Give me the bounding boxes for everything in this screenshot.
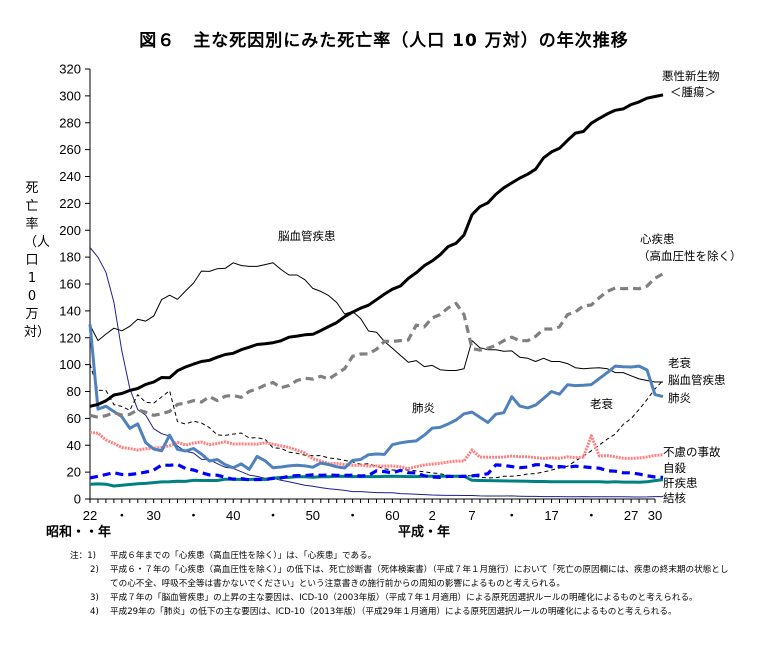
y-tick-label: 20 — [67, 465, 81, 480]
y-tick-label: 200 — [59, 223, 81, 238]
y-tick-label: 120 — [59, 330, 81, 345]
y-tick-label: 40 — [67, 438, 81, 453]
series-label: 肺炎 — [668, 391, 691, 405]
series-label: 老衰 — [668, 356, 691, 370]
x-tick-label: 22 — [83, 508, 97, 523]
y-tick-label: 160 — [59, 277, 81, 292]
series-label: 心疾患 — [640, 232, 675, 246]
x-tick-label: 40 — [226, 508, 240, 523]
x-tick-label: ・ — [115, 508, 128, 523]
y-tick-label: 300 — [59, 88, 81, 103]
series-label: 脳血管疾患 — [668, 373, 726, 387]
series-line — [88, 324, 664, 471]
series-label: （高血圧性を除く） — [638, 249, 742, 263]
x-tick-label: 27 — [624, 508, 638, 523]
y-tick-label: 0 — [74, 492, 81, 507]
x-tick-label: ・ — [505, 508, 518, 523]
note-3: 3) 平成７年の「脳血管疾患」の上昇の主な要因は、ICD-10（2003年版）（平… — [90, 593, 698, 603]
series-label: 結核 — [663, 491, 686, 505]
x-tick-label: 2 — [429, 508, 436, 523]
series-line — [89, 262, 663, 383]
y-tick-label: 260 — [59, 142, 81, 157]
series-line — [89, 272, 664, 419]
y-tick-label: 140 — [59, 303, 81, 318]
x-tick-label: ・ — [267, 508, 280, 523]
y-tick-label: 240 — [59, 169, 81, 184]
line-chart: 0204060801001201401601802002202402602803… — [46, 62, 742, 541]
x-tick-label: 30 — [146, 508, 160, 523]
series-label: 自殺 — [663, 461, 686, 475]
x-tick-label: 60 — [385, 508, 399, 523]
note-1: 注：1) 平成６年までの「心疾患（高血圧性を除く）」は、「心疾患」である。 — [70, 551, 377, 561]
series-label: 不慮の事故 — [663, 445, 721, 459]
series-line — [89, 474, 664, 488]
y-tick-label: 220 — [59, 196, 81, 211]
annotation-cerebro: 脳血管疾患 — [278, 229, 336, 243]
series-line — [89, 364, 664, 479]
x-axis-label-showa: 昭和・・年 — [46, 524, 111, 540]
series-label: ＜腫瘍＞ — [670, 85, 716, 99]
series-line — [89, 430, 664, 471]
series-lines — [88, 93, 664, 498]
x-tick-label: 7 — [468, 508, 475, 523]
axes: 0204060801001201401601802002202402602803… — [59, 62, 662, 524]
notes: 注：1) 平成６年までの「心疾患（高血圧性を除く）」は、「心疾患」である。 2) 平… — [70, 549, 730, 619]
x-tick-label: 17 — [544, 508, 558, 523]
y-tick-label: 60 — [67, 411, 81, 426]
series-line — [89, 93, 664, 408]
x-tick-label: ・ — [187, 508, 200, 523]
y-tick-label: 80 — [67, 384, 81, 399]
series-line — [89, 462, 664, 482]
x-tick-label: 30 — [648, 508, 662, 523]
x-tick-label: ・ — [585, 508, 598, 523]
x-tick-label: 50 — [306, 508, 320, 523]
x-tick-label: ・ — [346, 508, 359, 523]
annotation-senility: 老衰 — [590, 397, 613, 411]
note-2: 2) 平成６・７年の「心疾患（高血圧性を除く）」の低下は、死亡診断書（死体検案書）… — [90, 565, 729, 589]
note-4: 4) 平成29年の「肺炎」の低下の主な要因は、ICD-10（2013年版）（平成2… — [90, 607, 677, 617]
x-axis-label-heisei: 平成・年 — [398, 524, 450, 540]
y-tick-label: 100 — [59, 357, 81, 372]
series-label: 悪性新生物 — [662, 69, 720, 83]
series-label: 肝疾患 — [663, 476, 698, 490]
y-tick-label: 320 — [59, 62, 81, 77]
y-tick-label: 280 — [59, 115, 81, 130]
annotation-pneumonia: 肺炎 — [412, 401, 435, 415]
chart-title: 図６ 主な死因別にみた死亡率（人口 10 万対）の年次推移 — [139, 31, 629, 51]
y-tick-label: 180 — [59, 250, 81, 265]
